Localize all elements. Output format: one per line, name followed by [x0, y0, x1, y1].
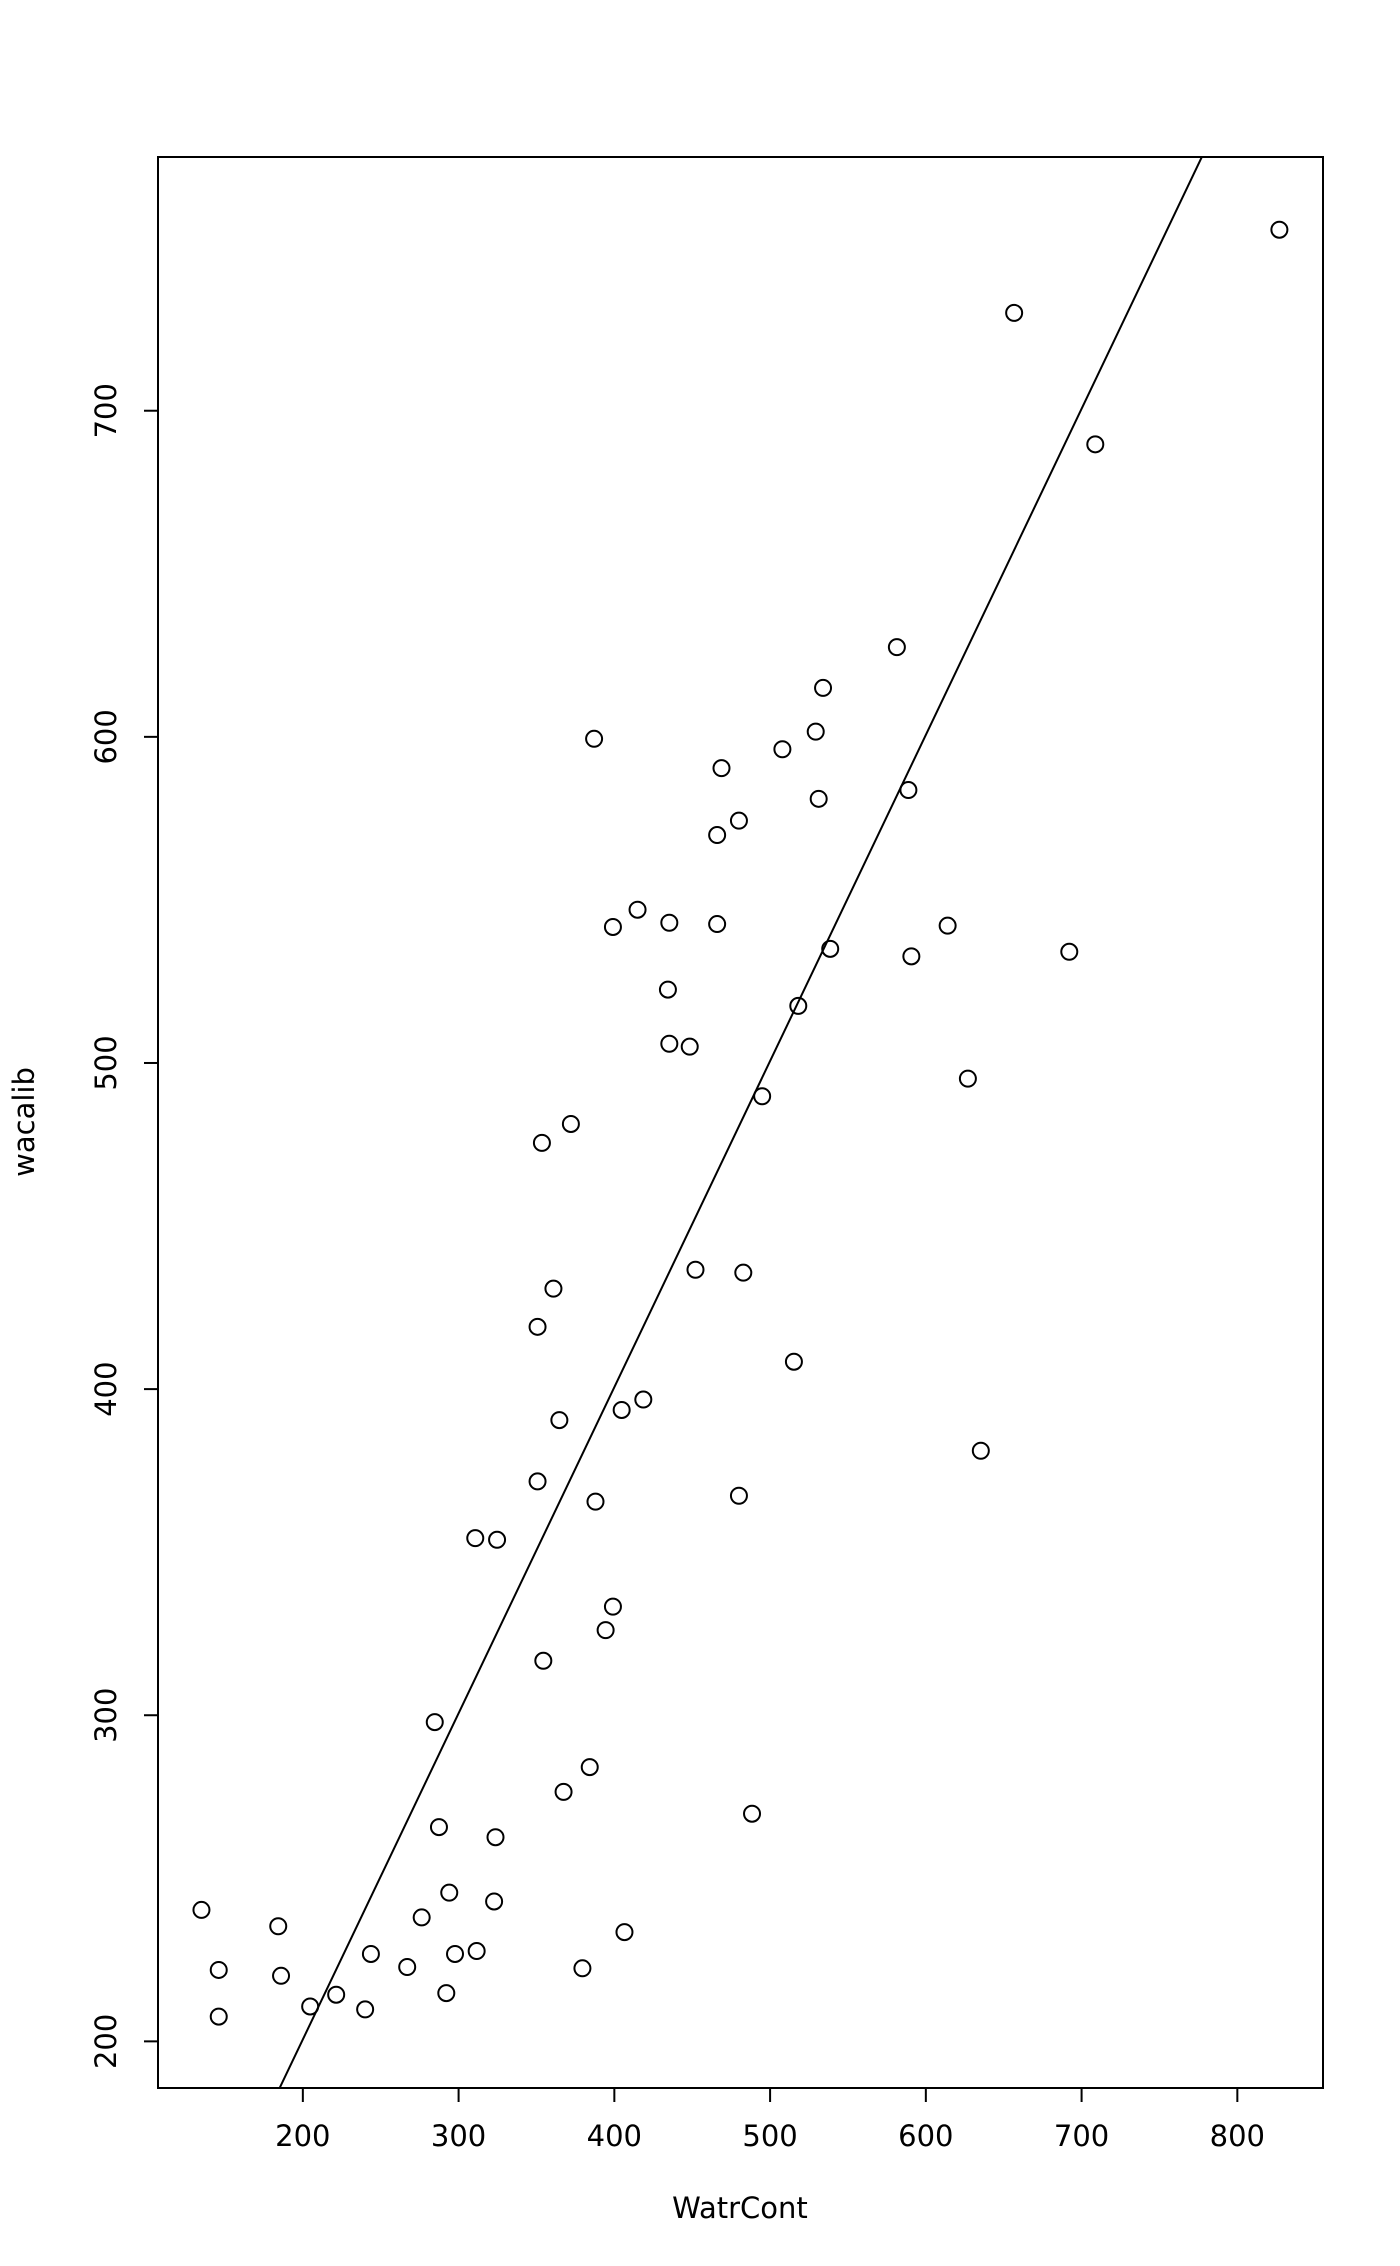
y-tick-label: 700 — [89, 383, 123, 438]
point — [532, 1133, 551, 1152]
point — [596, 1621, 615, 1640]
x-tick-label: 300 — [431, 2119, 486, 2153]
point — [809, 789, 828, 808]
y-tick-label: 600 — [89, 709, 123, 764]
point — [192, 1900, 211, 1919]
x-tick-label: 800 — [1210, 2119, 1265, 2153]
point — [712, 759, 731, 778]
point — [773, 740, 792, 759]
point — [544, 1279, 563, 1298]
point — [603, 917, 622, 936]
point — [437, 1984, 456, 2003]
point — [327, 1985, 346, 2004]
point — [1060, 942, 1079, 961]
point — [806, 722, 825, 741]
y-tick-label: 400 — [89, 1361, 123, 1416]
point — [1270, 220, 1289, 239]
point — [398, 1958, 417, 1977]
point — [1005, 303, 1024, 322]
x-tick-label: 500 — [742, 2119, 797, 2153]
x-tick-label: 600 — [898, 2119, 953, 2153]
point — [209, 1960, 228, 1979]
point — [743, 1804, 762, 1823]
point — [534, 1651, 553, 1670]
point — [1086, 435, 1105, 454]
point — [586, 1492, 605, 1511]
point — [814, 678, 833, 697]
point — [899, 781, 918, 800]
x-tick-label: 400 — [587, 2119, 642, 2153]
regression-line — [278, 157, 1203, 2088]
point — [269, 1917, 288, 1936]
point — [680, 1037, 699, 1056]
point — [485, 1892, 504, 1911]
y-axis-label: wacalib — [7, 1067, 41, 1177]
x-tick-label: 700 — [1054, 2119, 1109, 2153]
x-axis-label: WatrCont — [672, 2191, 808, 2225]
point — [209, 2007, 228, 2026]
y-tick-label: 300 — [89, 1688, 123, 1743]
point — [660, 913, 679, 932]
point — [634, 1390, 653, 1409]
point — [585, 729, 604, 748]
point — [708, 826, 727, 845]
point — [361, 1944, 380, 1963]
point — [486, 1828, 505, 1847]
point — [938, 916, 957, 935]
point — [603, 1597, 622, 1616]
point — [729, 1486, 748, 1505]
point — [628, 900, 647, 919]
point — [429, 1818, 448, 1837]
point — [784, 1352, 803, 1371]
point — [467, 1942, 486, 1961]
point — [612, 1400, 631, 1419]
point — [615, 1923, 634, 1942]
point — [734, 1263, 753, 1282]
point — [550, 1411, 569, 1430]
point — [528, 1472, 547, 1491]
point — [425, 1713, 444, 1732]
point — [446, 1944, 465, 1963]
point — [887, 638, 906, 657]
point — [356, 2000, 375, 2019]
point — [554, 1782, 573, 1801]
point — [580, 1758, 599, 1777]
point — [658, 980, 677, 999]
x-tick-label: 200 — [275, 2119, 330, 2153]
point — [902, 947, 921, 966]
point — [561, 1114, 580, 1133]
point — [708, 915, 727, 934]
point — [272, 1966, 291, 1985]
point — [528, 1317, 547, 1336]
y-tick-label: 200 — [89, 2014, 123, 2069]
point — [753, 1087, 772, 1106]
point — [301, 1997, 320, 2016]
point — [440, 1883, 459, 1902]
point — [958, 1069, 977, 1088]
point — [488, 1530, 507, 1549]
y-tick-label: 500 — [89, 1035, 123, 1090]
point — [729, 811, 748, 830]
point — [573, 1959, 592, 1978]
point — [686, 1260, 705, 1279]
point — [821, 939, 840, 958]
point — [789, 996, 808, 1015]
point — [660, 1034, 679, 1053]
point — [466, 1529, 485, 1548]
point — [971, 1441, 990, 1460]
point — [412, 1908, 431, 1927]
